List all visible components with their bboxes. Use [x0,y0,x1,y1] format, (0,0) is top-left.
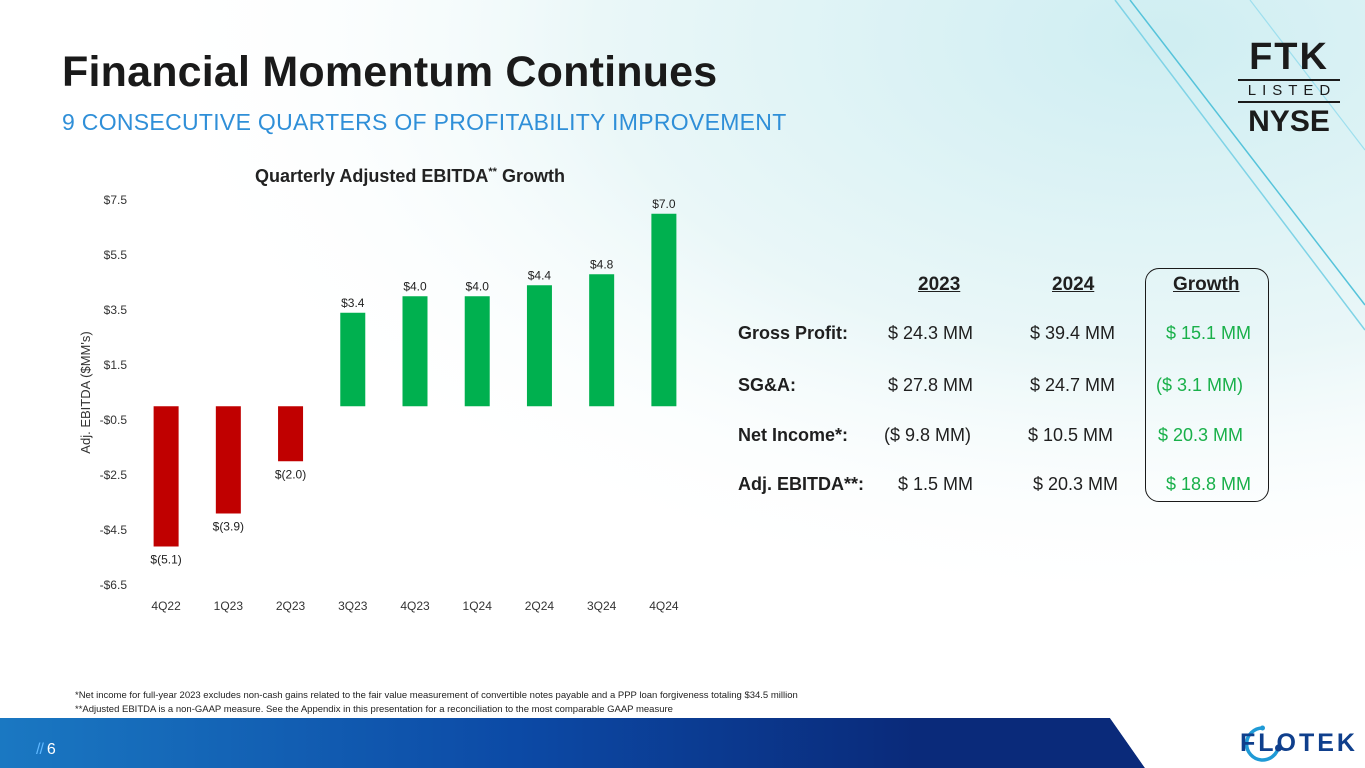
footnotes: *Net income for full-year 2023 excludes … [75,689,798,717]
footer-bar [0,718,1365,768]
bar-3Q24 [589,274,615,407]
sga-2023: $ 27.8 MM [888,375,974,395]
financial-summary-table: 2023 2024 Growth Gross Profit: $ 24.3 MM… [730,268,1270,504]
bar-4Q23 [402,296,428,407]
data-label-1Q24: $4.0 [466,279,490,293]
bar-1Q23 [215,406,241,514]
page-title: Financial Momentum Continues [62,48,718,96]
y-tick-label: -$2.5 [100,468,128,482]
header-growth: Growth [1173,274,1240,295]
bar-1Q24 [464,296,490,407]
page-number: //6 [36,741,56,759]
data-label-1Q23: $(3.9) [213,520,244,534]
page-number-value: 6 [46,741,56,758]
footnote-net-income: *Net income for full-year 2023 excludes … [75,690,798,701]
flotek-brand-text: FLOTEK [1240,729,1358,757]
bar-4Q22 [153,406,179,547]
y-tick-label: $5.5 [104,248,128,262]
chart-title-tail: Growth [496,166,565,186]
x-tick-label-4Q24: 4Q24 [649,599,679,613]
x-tick-label-3Q23: 3Q23 [338,599,368,613]
x-tick-label-1Q23: 1Q23 [214,599,244,613]
y-tick-label: -$4.5 [100,523,128,537]
x-tick-label-1Q24: 1Q24 [463,599,493,613]
bar-3Q23 [340,312,366,407]
net-income-2024: $ 10.5 MM [1028,425,1114,445]
gross-profit-2024: $ 39.4 MM [1030,323,1116,343]
gross-profit-growth: $ 15.1 MM [1166,323,1252,343]
logo-nyse-text: NYSE [1248,105,1330,138]
x-tick-label-2Q24: 2Q24 [525,599,555,613]
row-label-adj-ebitda: Adj. EBITDA**: [738,474,864,494]
data-label-3Q23: $3.4 [341,296,365,310]
sga-growth: ($ 3.1 MM) [1156,375,1244,395]
bar-2Q23 [278,406,304,462]
gross-profit-2023: $ 24.3 MM [888,323,974,343]
net-income-2023: ($ 9.8 MM) [884,425,972,445]
adj-ebitda-2024: $ 20.3 MM [1033,474,1119,494]
growth-column-highlight [1145,268,1269,502]
data-label-4Q24: $7.0 [652,197,676,211]
data-label-2Q23: $(2.0) [275,467,306,481]
bar-4Q24 [651,213,677,407]
bar-2Q24 [526,285,552,407]
x-tick-label-4Q23: 4Q23 [400,599,430,613]
logo-listed-text: LISTED [1238,79,1340,103]
footnote-adj-ebitda: **Adjusted EBITDA is a non-GAAP measure.… [75,704,673,715]
sga-2024: $ 24.7 MM [1030,375,1116,395]
page-subtitle: 9 CONSECUTIVE QUARTERS OF PROFITABILITY … [62,109,787,135]
y-tick-label: $3.5 [104,303,128,317]
data-label-4Q23: $4.0 [403,279,427,293]
header-2023: 2023 [918,274,961,295]
chart-title-main: Quarterly Adjusted EBITDA [255,166,489,186]
y-tick-label: $7.5 [104,193,128,207]
net-income-growth: $ 20.3 MM [1158,425,1244,445]
flotek-logo-icon [1244,725,1282,762]
x-tick-label-4Q22: 4Q22 [151,599,181,613]
chart-title-sup: ** [488,166,497,178]
row-label-net-income: Net Income*: [738,425,849,445]
x-tick-label-2Q23: 2Q23 [276,599,306,613]
adj-ebitda-2023: $ 1.5 MM [898,474,974,494]
x-tick-label-3Q24: 3Q24 [587,599,617,613]
data-label-4Q22: $(5.1) [150,553,181,567]
data-label-3Q24: $4.8 [590,257,614,271]
logo-ftk-text: FTK [1249,36,1329,78]
header-2024: 2024 [1052,274,1095,295]
row-label-sga: SG&A: [738,375,796,395]
row-label-gross-profit: Gross Profit: [738,323,849,343]
ftk-nyse-listed-logo: FTK LISTED NYSE [1238,38,1340,137]
data-label-2Q24: $4.4 [528,268,552,282]
y-axis-title: Adj. EBITDA ($MM's) [78,331,93,453]
page-slash: // [36,741,44,758]
chart-title: Quarterly Adjusted EBITDA** Growth [180,166,640,187]
adj-ebitda-growth: $ 18.8 MM [1166,474,1252,494]
ebitda-bar-chart: $7.5 $5.5 $3.5 $1.5 -$0.5 -$2.5 -$4.5 -$6.5 Adj.… [78,193,679,613]
y-tick-label: -$6.5 [100,578,128,592]
y-tick-label: $1.5 [104,358,128,372]
y-tick-label: -$0.5 [100,413,128,427]
